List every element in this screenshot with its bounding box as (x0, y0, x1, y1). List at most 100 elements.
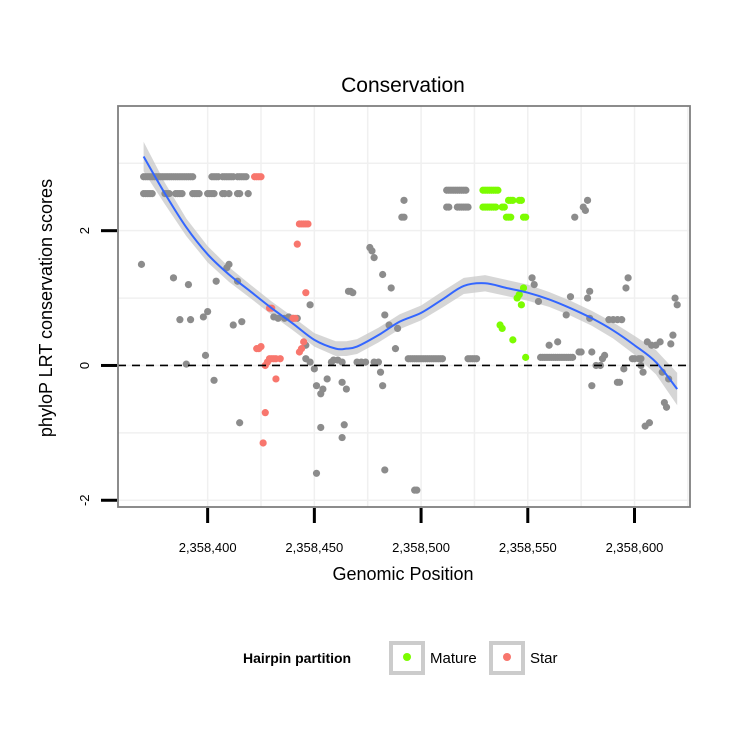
data-point-mature (498, 324, 506, 333)
panel-frame (117, 105, 691, 508)
legend-key-mature (389, 641, 425, 675)
smooth-line (142, 156, 678, 390)
data-point-other (317, 423, 325, 432)
data-point-other (622, 284, 630, 292)
data-point-other (376, 368, 385, 376)
data-point-mature (492, 203, 500, 211)
data-point-other (656, 338, 664, 346)
data-point-other (361, 358, 370, 366)
data-point-other (244, 190, 252, 198)
y-axis: -2 0 2 (77, 227, 117, 506)
data-point-other (338, 378, 346, 386)
data-point-star (293, 240, 301, 248)
x-axis-label: Genomic Position (332, 564, 473, 584)
series-star (250, 173, 312, 447)
data-point-other (338, 358, 346, 366)
data-point-other (368, 247, 376, 255)
data-point-star (302, 289, 310, 297)
data-point-other (176, 316, 184, 324)
data-point-other (201, 351, 210, 359)
data-point-other (379, 382, 387, 390)
data-point-mature (519, 284, 528, 292)
y-tick-label: -2 (77, 494, 92, 506)
data-point-star (300, 338, 308, 346)
data-point-star (261, 409, 269, 417)
panel-background (118, 106, 690, 507)
x-axis: 2,358,400 2,358,450 2,358,500 2,358,550 2,35… (179, 508, 663, 555)
data-point-other (528, 274, 536, 282)
data-point-other (381, 466, 389, 474)
data-point-other (637, 355, 645, 363)
data-point-other (667, 340, 675, 348)
data-point-other (581, 206, 590, 215)
data-point-mature (500, 203, 508, 211)
data-point-other (306, 301, 314, 309)
data-point-other (312, 469, 321, 477)
data-point-other (199, 313, 207, 321)
data-point-other (583, 196, 592, 204)
data-point-other (534, 297, 543, 306)
data-point-mature (522, 353, 530, 361)
plot-panel (118, 106, 690, 507)
data-point-star (272, 375, 280, 383)
data-point-other (472, 355, 481, 363)
data-point-other (212, 277, 220, 285)
data-point-other (393, 324, 402, 333)
data-point-other (464, 203, 472, 211)
data-point-other (673, 301, 681, 309)
data-point-other (586, 287, 594, 295)
data-point-other (323, 375, 331, 383)
data-point-other (236, 190, 244, 198)
x-tick-label: 2,358,500 (392, 540, 450, 555)
data-point-other (577, 348, 585, 356)
data-point-star (297, 345, 306, 353)
data-point-other (370, 254, 378, 262)
legend-label-mature: Mature (430, 650, 477, 667)
data-point-other (274, 314, 282, 322)
data-point-other (236, 419, 244, 427)
data-point-other (400, 213, 408, 221)
data-point-other (229, 321, 237, 329)
data-point-star (291, 314, 299, 322)
data-point-other (583, 294, 592, 302)
data-point-other (566, 293, 575, 301)
series-mature (479, 186, 530, 361)
data-point-other (562, 311, 570, 319)
y-tick-label: 2 (77, 227, 92, 234)
panel-border (117, 105, 691, 508)
data-point-other (340, 421, 348, 429)
legend: Hairpin partition Mature Star (243, 641, 558, 675)
data-point-mature (517, 196, 525, 204)
data-point-other (186, 316, 195, 324)
data-point-mature (509, 196, 517, 204)
data-point-star (276, 355, 284, 363)
data-point-other (338, 433, 346, 442)
data-point-other (381, 311, 389, 319)
data-point-other (615, 378, 624, 386)
data-point-other (569, 353, 577, 361)
data-point-other (349, 289, 357, 297)
legend-entry-mature: Mature (389, 641, 477, 675)
data-point-other (639, 368, 647, 376)
data-point-other (312, 382, 321, 390)
data-point-other (169, 274, 178, 282)
data-point-mature (494, 186, 502, 194)
data-point-other (165, 190, 173, 198)
legend-label-star: Star (530, 650, 558, 667)
data-point-other (588, 382, 596, 390)
data-point-other (554, 338, 562, 346)
legend-marker-star (503, 653, 511, 661)
data-point-other (178, 190, 186, 198)
y-tick-label: 0 (77, 362, 92, 369)
data-point-other (148, 190, 156, 198)
data-point-other (624, 274, 632, 282)
data-point-other (662, 403, 671, 411)
data-point-other (445, 203, 453, 211)
data-point-other (238, 318, 246, 326)
data-point-other (182, 360, 190, 368)
data-point-star (304, 220, 312, 228)
data-point-other (319, 385, 327, 393)
data-point-mature (509, 336, 517, 344)
x-tick-label: 2,358,400 (179, 540, 237, 555)
